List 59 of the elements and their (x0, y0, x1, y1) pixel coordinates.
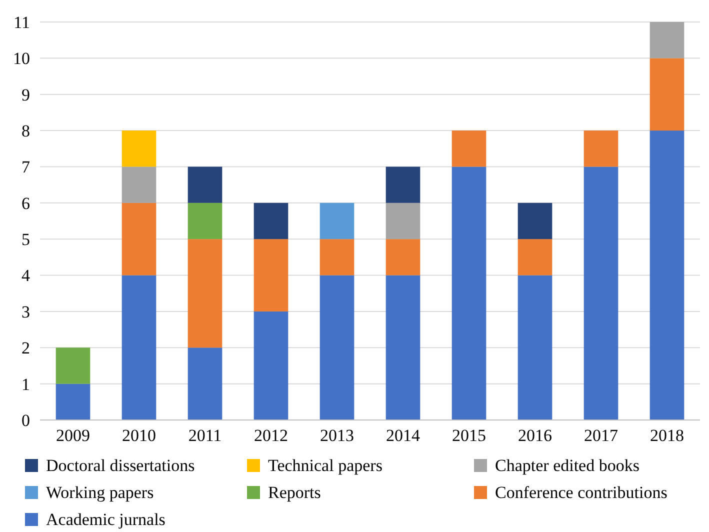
legend-label: Technical papers (268, 456, 382, 475)
x-tick-label: 2017 (584, 426, 618, 445)
bar (452, 130, 486, 167)
bar (584, 166, 618, 420)
bar (320, 275, 354, 420)
bar (518, 202, 552, 240)
bar (56, 384, 90, 420)
legend-label: Conference contributions (495, 482, 668, 502)
y-tick-label: 11 (14, 12, 30, 32)
x-tick-label: 2016 (518, 426, 552, 445)
bar (650, 130, 684, 420)
bar (584, 130, 618, 167)
bar (122, 202, 156, 276)
y-tick-label: 2 (22, 338, 30, 358)
bar (188, 239, 222, 348)
bar (122, 166, 156, 203)
y-tick-label: 6 (22, 194, 30, 213)
bar (320, 202, 354, 240)
x-tick-label: 2014 (386, 426, 420, 445)
x-tick-label: 2009 (56, 426, 90, 445)
x-tick-label: 2010 (122, 426, 156, 445)
y-tick-label: 4 (22, 266, 30, 286)
y-tick-label: 5 (22, 230, 30, 250)
x-tick-label: 2012 (254, 426, 288, 445)
legend-label: Working papers (46, 482, 154, 502)
y-tick-label: 0 (22, 410, 30, 430)
bar (650, 58, 684, 131)
bar (122, 130, 156, 167)
x-tick-label: 2018 (650, 426, 684, 445)
bar (386, 239, 420, 276)
bar (188, 348, 222, 420)
bar (386, 202, 420, 240)
legend-label: Reports (268, 482, 321, 502)
bar (518, 239, 552, 276)
bar (188, 166, 222, 203)
bar (254, 239, 288, 312)
bar (254, 202, 288, 240)
bar (56, 348, 90, 384)
y-tick-label: 3 (22, 302, 30, 322)
bar (518, 275, 552, 420)
x-tick-label: 2011 (188, 426, 222, 445)
x-tick-label: 2015 (452, 426, 486, 445)
x-tick-label: 2013 (320, 426, 354, 445)
bar (188, 202, 222, 240)
bar (320, 239, 354, 276)
bar (386, 166, 420, 203)
bar (122, 275, 156, 420)
y-tick-label: 10 (13, 49, 30, 68)
legend-label: Chapter edited books (495, 456, 640, 475)
bar (386, 275, 420, 420)
bar (254, 311, 288, 420)
y-tick-label: 9 (22, 85, 30, 104)
y-tick-label: 8 (22, 121, 30, 140)
y-tick-label: 7 (22, 158, 30, 177)
y-tick-label: 1 (22, 374, 30, 394)
legend-label: Doctoral dissertations (46, 456, 195, 475)
bar (650, 22, 684, 58)
bar (452, 166, 486, 420)
legend-label: Academic jurnals (46, 510, 166, 529)
